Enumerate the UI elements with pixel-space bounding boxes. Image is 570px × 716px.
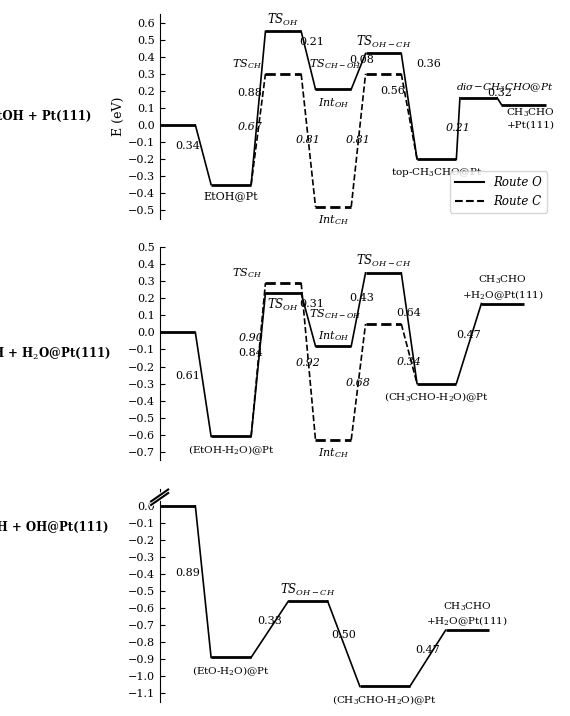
Text: 0.31: 0.31: [299, 299, 324, 309]
Text: 0.90: 0.90: [239, 333, 263, 343]
Text: $TS_{OH-CH}$: $TS_{OH-CH}$: [280, 581, 336, 598]
Text: EtOH + H$_2$O@Pt(111): EtOH + H$_2$O@Pt(111): [0, 346, 112, 362]
Text: (EtO-H$_2$O)@Pt: (EtO-H$_2$O)@Pt: [192, 664, 270, 677]
Text: 0.33: 0.33: [257, 616, 282, 626]
Text: 0.88: 0.88: [237, 88, 262, 98]
Text: $TS_{CH}$: $TS_{CH}$: [232, 57, 262, 70]
Text: 0.92: 0.92: [296, 358, 321, 368]
Legend: Route O, Route C: Route O, Route C: [450, 171, 547, 213]
Text: 0.21: 0.21: [299, 37, 324, 47]
Text: 0.81: 0.81: [346, 135, 371, 145]
Text: 0.47: 0.47: [416, 645, 440, 655]
Text: (CH$_3$CHO-H$_2$O)@Pt: (CH$_3$CHO-H$_2$O)@Pt: [332, 693, 437, 707]
Text: 0.43: 0.43: [349, 293, 374, 303]
Text: $TS_{OH}$: $TS_{OH}$: [267, 12, 299, 28]
Text: 0.89: 0.89: [175, 569, 200, 579]
Text: $TS_{OH-CH}$: $TS_{OH-CH}$: [356, 34, 411, 50]
Text: 0.56: 0.56: [381, 86, 406, 96]
Text: $di\sigma\!-\!CH_3CHO@Pt$: $di\sigma\!-\!CH_3CHO@Pt$: [457, 82, 553, 95]
Text: $Int_{CH}$: $Int_{CH}$: [318, 447, 349, 460]
Text: top-CH$_3$CHO@Pt: top-CH$_3$CHO@Pt: [391, 166, 482, 179]
Text: 0.21: 0.21: [446, 123, 471, 133]
Text: 0.47: 0.47: [457, 330, 481, 340]
Text: $TS_{CH-OH}$: $TS_{CH-OH}$: [310, 306, 362, 321]
Text: 0.36: 0.36: [416, 59, 441, 69]
Text: 0.61: 0.61: [175, 371, 200, 381]
Text: CH$_3$CHO
+H$_2$O@Pt(111): CH$_3$CHO +H$_2$O@Pt(111): [426, 601, 508, 629]
Text: 0.67: 0.67: [237, 122, 262, 132]
Text: EtOH + OH@Pt(111): EtOH + OH@Pt(111): [0, 521, 108, 533]
Text: $TS_{CH}$: $TS_{CH}$: [232, 266, 262, 280]
Text: 0.34: 0.34: [175, 141, 200, 151]
Text: $TS_{OH-CH}$: $TS_{OH-CH}$: [356, 253, 411, 269]
Text: 0.50: 0.50: [331, 630, 356, 640]
Text: 0.08: 0.08: [349, 54, 374, 64]
Text: $Int_{CH}$: $Int_{CH}$: [318, 213, 349, 228]
Text: 0.64: 0.64: [397, 308, 422, 318]
Text: 0.68: 0.68: [346, 379, 371, 389]
Text: EtOH + Pt(111): EtOH + Pt(111): [0, 110, 92, 123]
Y-axis label: E (eV): E (eV): [112, 97, 125, 136]
Text: $TS_{CH-OH}$: $TS_{CH-OH}$: [310, 57, 362, 70]
Text: EtOH@Pt: EtOH@Pt: [204, 191, 258, 201]
Text: $Int_{OH}$: $Int_{OH}$: [317, 329, 349, 343]
Text: (EtOH-H$_2$O)@Pt: (EtOH-H$_2$O)@Pt: [188, 443, 275, 457]
Text: 0.34: 0.34: [397, 357, 422, 367]
Text: 0.32: 0.32: [487, 88, 512, 98]
Text: (CH$_3$CHO-H$_2$O)@Pt: (CH$_3$CHO-H$_2$O)@Pt: [384, 390, 489, 404]
Text: $Int_{OH}$: $Int_{OH}$: [317, 96, 349, 110]
Text: 0.84: 0.84: [239, 348, 263, 358]
Text: 0.81: 0.81: [296, 135, 321, 145]
Text: CH$_3$CHO
+Pt(111): CH$_3$CHO +Pt(111): [506, 106, 555, 129]
Text: CH$_3$CHO
+H$_2$O@Pt(111): CH$_3$CHO +H$_2$O@Pt(111): [462, 274, 544, 302]
Text: $TS_{OH}$: $TS_{OH}$: [267, 296, 299, 313]
